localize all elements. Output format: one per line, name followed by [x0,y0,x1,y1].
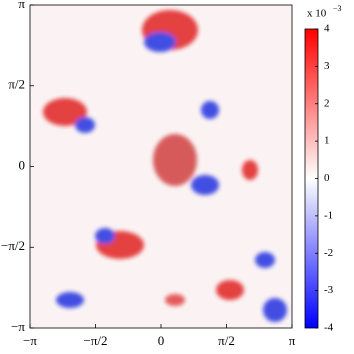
colorbar-tick-label: 4 [324,23,330,35]
field [30,5,292,328]
colorbar-tick-label: 0 [324,172,330,184]
y-tick-label: π/2 [8,77,25,92]
colorbar-exponent: −3 [333,4,342,13]
colorbar-tick-label: 2 [324,97,330,109]
x-tick-label: π/2 [218,333,235,348]
colorbar-tick-label: 1 [324,135,330,147]
y-tick-label: 0 [19,157,26,172]
x-tick-label: −π [23,333,37,348]
x-tick-label: −π/2 [83,333,107,348]
y-tick-label: −π [11,319,25,334]
colorbar-tick-label: -3 [324,284,334,296]
colorbar-tick-label: -1 [324,209,333,221]
colorbar-tick-label: 3 [324,60,330,72]
colorbar-tick-label: -2 [324,247,333,259]
colorbar-scale: x 10 [307,8,327,20]
y-tick-label: π [18,0,25,11]
x-tick-label: π [289,333,296,348]
x-tick-label: 0 [158,333,165,348]
colorbar-tick-label: -4 [324,322,334,334]
y-tick-label: −π/2 [1,238,25,253]
